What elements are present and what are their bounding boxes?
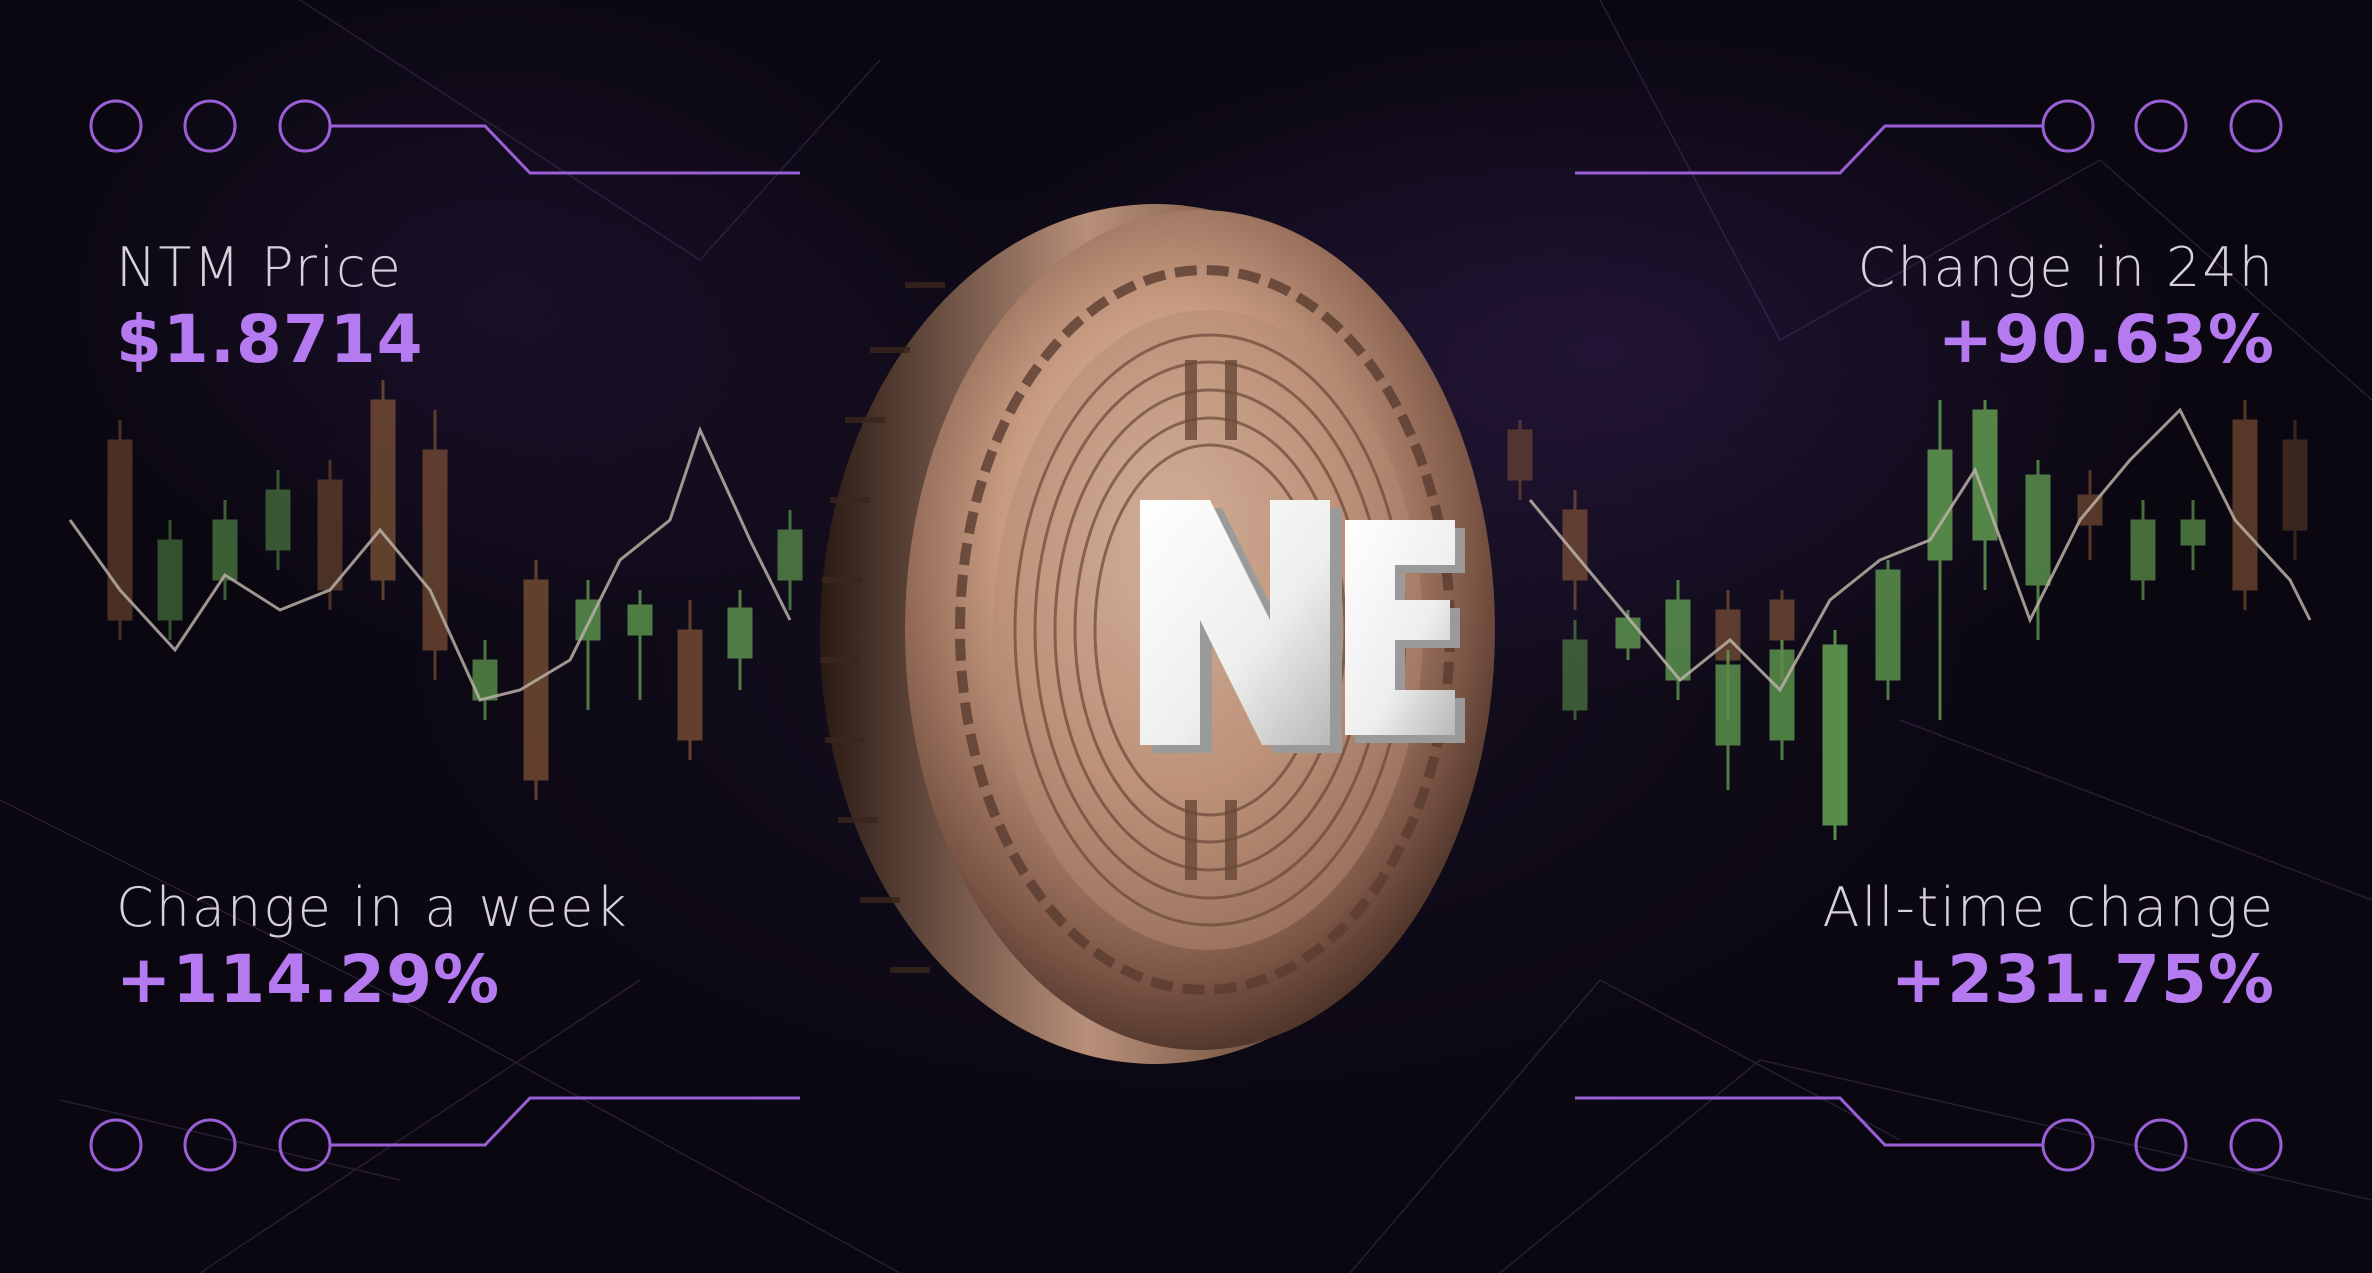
- stat-change-all-time-value: +231.75%: [1890, 941, 2275, 1018]
- stat-change-week-label: Change in a week: [116, 876, 629, 939]
- circle-outline-icon: [89, 99, 143, 153]
- stat-price-value: $1.8714: [116, 301, 424, 378]
- stat-change-week-value: +114.29%: [116, 941, 501, 1018]
- stat-change-24h-value: +90.63%: [1937, 301, 2275, 378]
- circle-outline-icon: [183, 1118, 237, 1172]
- stat-price-label: NTM Price: [116, 236, 403, 299]
- stat-change-all-time: All-time change +231.75%: [1823, 876, 2275, 1018]
- circle-outline-icon: [2229, 1118, 2283, 1172]
- stat-price: NTM Price $1.8714: [116, 236, 424, 378]
- stat-change-week: Change in a week +114.29%: [116, 876, 629, 1018]
- stat-change-all-time-label: All-time change: [1822, 876, 2275, 939]
- circle-outline-icon: [2134, 1118, 2188, 1172]
- circle-outline-icon: [183, 99, 237, 153]
- stat-change-24h-label: Change in 24h: [1857, 236, 2275, 299]
- stat-change-24h: Change in 24h +90.63%: [1858, 236, 2275, 378]
- circle-outline-icon: [2134, 99, 2188, 153]
- circle-outline-icon: [2229, 99, 2283, 153]
- circle-outline-icon: [89, 1118, 143, 1172]
